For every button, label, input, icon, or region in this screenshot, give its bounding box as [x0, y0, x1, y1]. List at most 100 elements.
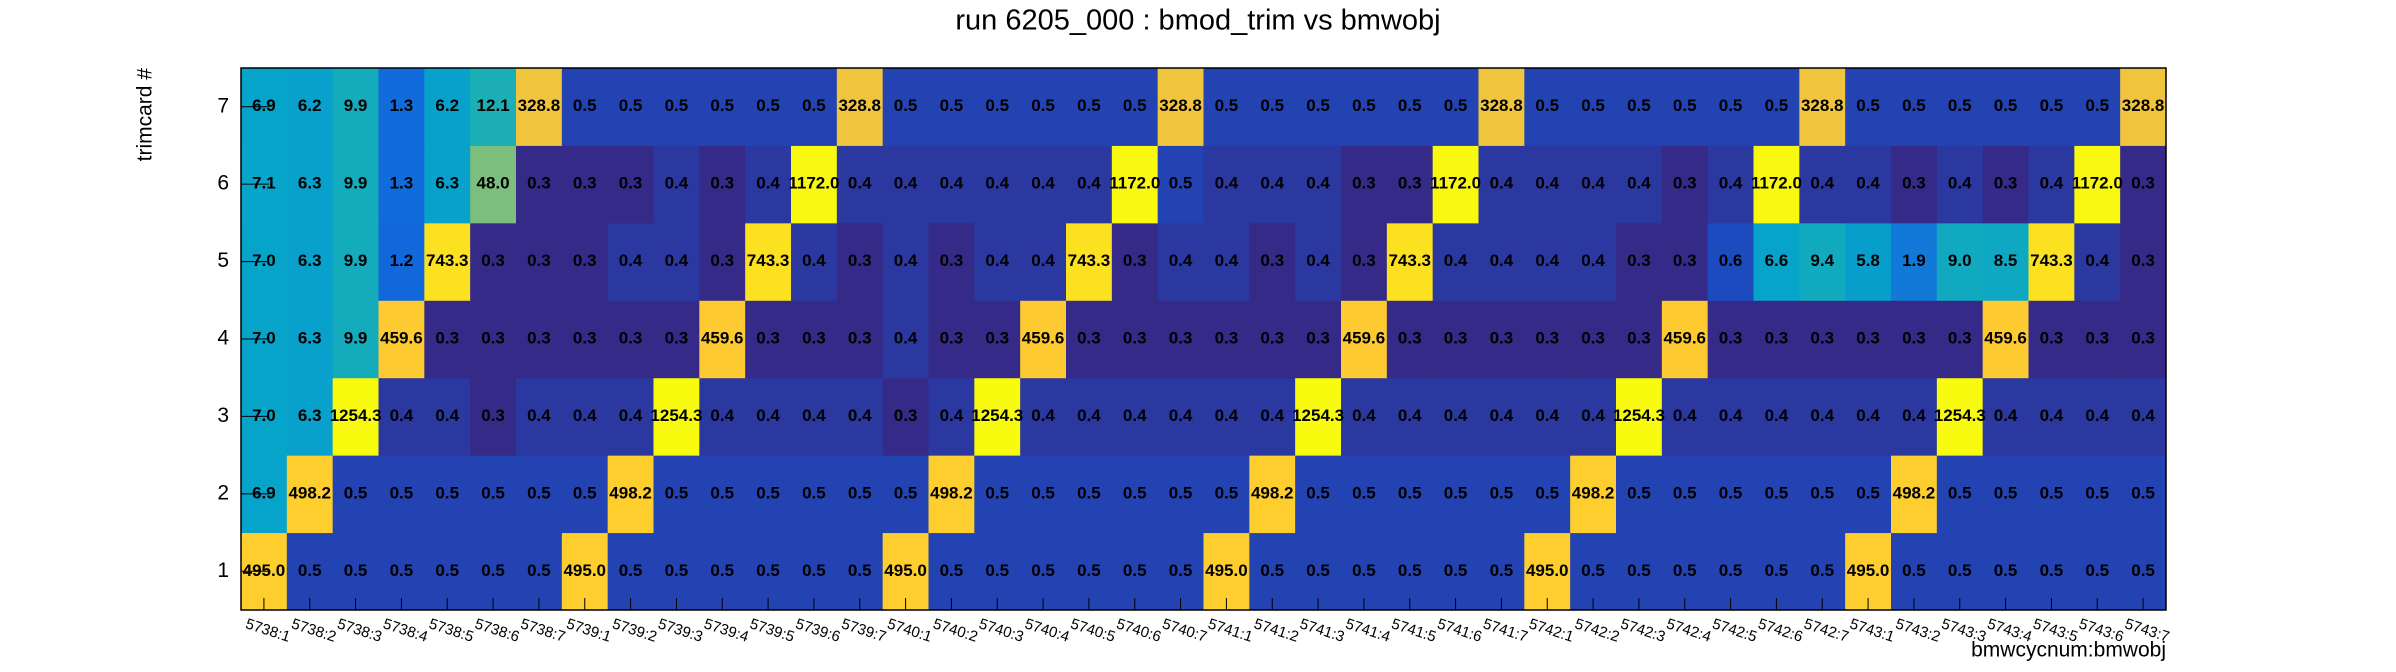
cell-label: 0.5 — [802, 483, 826, 502]
cell-label: 0.5 — [1994, 561, 2018, 580]
heat-cell — [2120, 532, 2167, 611]
cell-label: 459.6 — [1984, 328, 2027, 347]
cell-label: 0.3 — [894, 406, 918, 425]
heat-cell — [1295, 68, 1342, 146]
x-tick-label: 5742:3 — [1618, 615, 1667, 645]
heat-cell — [1661, 532, 1709, 611]
heat-cell — [516, 68, 563, 146]
heat-cell — [1936, 300, 1984, 379]
cell-label: 0.5 — [1581, 96, 1605, 115]
cell-label: 0.5 — [940, 96, 964, 115]
cell-label: 1172.0 — [1109, 174, 1160, 193]
cell-label: 0.5 — [710, 483, 734, 502]
heat-cell — [1524, 68, 1571, 146]
x-tick-label: 5739:6 — [793, 615, 842, 645]
cell-label: 0.5 — [1398, 561, 1422, 580]
heat-cell — [1799, 222, 1846, 301]
heat-cell — [836, 532, 884, 611]
heat-cell — [1891, 377, 1938, 456]
cell-label: 0.5 — [1444, 96, 1468, 115]
cell-label: 0.3 — [1673, 174, 1697, 193]
heat-cell — [1799, 145, 1846, 224]
heat-cell — [1707, 300, 1754, 379]
cell-label: 0.5 — [802, 96, 826, 115]
cell-label: 0.4 — [1444, 251, 1468, 270]
cell-label: 0.4 — [894, 328, 918, 347]
x-tick-label: 5739:4 — [702, 615, 751, 645]
heat-cell — [332, 68, 379, 146]
heat-cell — [561, 377, 609, 456]
heat-cell — [836, 377, 884, 456]
cell-label: 328.8 — [518, 96, 561, 115]
cell-label: 0.4 — [1260, 406, 1284, 425]
cell-label: 0.4 — [894, 251, 918, 270]
cell-label: 0.5 — [390, 483, 414, 502]
heat-cell — [1570, 377, 1617, 456]
cell-label: 0.3 — [573, 328, 597, 347]
heat-cell — [424, 455, 471, 534]
heat-cell — [699, 68, 746, 146]
heat-cell — [882, 532, 929, 611]
cell-label: 328.8 — [1480, 96, 1523, 115]
cell-label: 0.4 — [1856, 174, 1880, 193]
cell-label: 743.3 — [747, 251, 790, 270]
heat-cell — [1891, 222, 1938, 301]
cell-label: 0.4 — [1215, 251, 1239, 270]
heat-cell — [1707, 532, 1754, 611]
heat-cell — [1478, 145, 1525, 224]
heat-cell — [745, 300, 792, 379]
heat-cell — [2074, 532, 2121, 611]
cell-label: 1.2 — [390, 251, 414, 270]
cell-label: 0.3 — [1260, 328, 1284, 347]
heat-cell — [882, 300, 929, 379]
heat-cell — [286, 68, 334, 146]
heat-cell — [1249, 377, 1296, 456]
heat-cell — [1066, 300, 1113, 379]
cell-label: 1172.0 — [788, 174, 839, 193]
heat-cell — [470, 300, 517, 379]
heat-cell — [1020, 300, 1067, 379]
heat-cell — [2028, 300, 2075, 379]
cell-label: 0.5 — [435, 483, 459, 502]
heat-cell — [607, 68, 654, 146]
heat-cell — [1157, 145, 1204, 224]
heat-cell — [1524, 300, 1571, 379]
heat-cell — [1111, 377, 1159, 456]
cell-label: 1172.0 — [2072, 174, 2123, 193]
heat-cell — [974, 68, 1021, 146]
heat-cell — [1570, 455, 1617, 534]
heat-cell — [1386, 145, 1434, 224]
x-tick-label: 5743:2 — [1893, 615, 1942, 645]
heat-cell — [1478, 300, 1525, 379]
cell-label: 0.5 — [1306, 561, 1330, 580]
heat-cell — [974, 377, 1021, 456]
cell-label: 0.5 — [1169, 483, 1193, 502]
heat-cell — [653, 455, 700, 534]
cell-label: 0.5 — [756, 483, 780, 502]
heat-cell — [1845, 377, 1892, 456]
heat-cell — [1020, 455, 1067, 534]
cell-label: 0.4 — [573, 406, 597, 425]
cell-label: 0.5 — [344, 483, 368, 502]
heat-cell — [791, 455, 838, 534]
heat-cell — [1157, 532, 1204, 611]
heat-cell — [1157, 377, 1204, 456]
cell-label: 0.5 — [298, 561, 322, 580]
cell-label: 0.4 — [1856, 406, 1880, 425]
cell-label: 0.3 — [619, 174, 643, 193]
heat-cell — [1570, 145, 1617, 224]
heat-cell — [1157, 300, 1204, 379]
heat-cell — [1066, 145, 1113, 224]
cell-label: 0.4 — [1994, 406, 2018, 425]
cell-label: 0.5 — [527, 483, 551, 502]
cell-label: 0.4 — [756, 406, 780, 425]
heat-cell — [561, 145, 609, 224]
heat-cell — [1799, 455, 1846, 534]
x-tick-label: 5742:1 — [1527, 615, 1576, 645]
heat-cell — [1982, 222, 2029, 301]
heat-cell — [745, 145, 792, 224]
heat-cell — [836, 455, 884, 534]
cell-label: 6.3 — [298, 251, 322, 270]
heat-cell — [1020, 532, 1067, 611]
chart-title: run 6205_000 : bmod_trim vs bmwobj — [955, 5, 1440, 37]
